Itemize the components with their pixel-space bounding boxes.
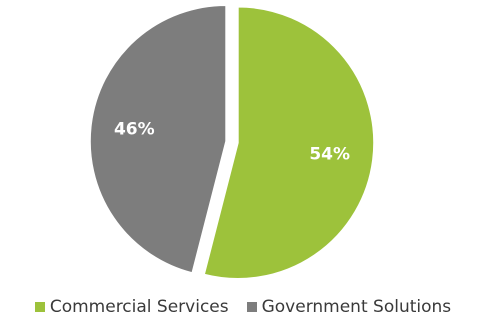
legend-item-commercial-services: Commercial Services	[34, 297, 229, 317]
legend-item-government-solutions: Government Solutions	[246, 297, 452, 317]
legend-swatch-commercial-services	[34, 302, 45, 312]
pie-slice-government-solutions	[89, 4, 227, 274]
data-label-government-solutions: 46%	[114, 120, 155, 140]
legend-swatch-government-solutions	[246, 302, 257, 312]
chart-legend: Commercial Services Government Solutions	[0, 297, 486, 317]
legend-label-government-solutions: Government Solutions	[261, 297, 452, 317]
data-label-commercial-services: 54%	[309, 144, 350, 164]
pie-slice-commercial-services	[203, 6, 375, 280]
legend-label-commercial-services: Commercial Services	[49, 297, 229, 317]
